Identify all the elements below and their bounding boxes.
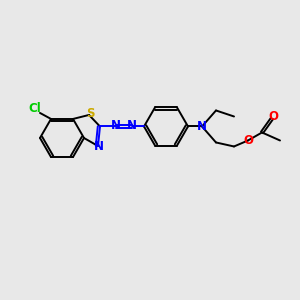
Text: N: N (111, 119, 121, 132)
Text: O: O (243, 134, 253, 147)
Text: Cl: Cl (28, 102, 41, 116)
Text: N: N (94, 140, 104, 154)
Text: O: O (268, 110, 278, 123)
Text: N: N (127, 119, 137, 132)
Text: S: S (86, 107, 94, 120)
Text: N: N (197, 120, 207, 133)
